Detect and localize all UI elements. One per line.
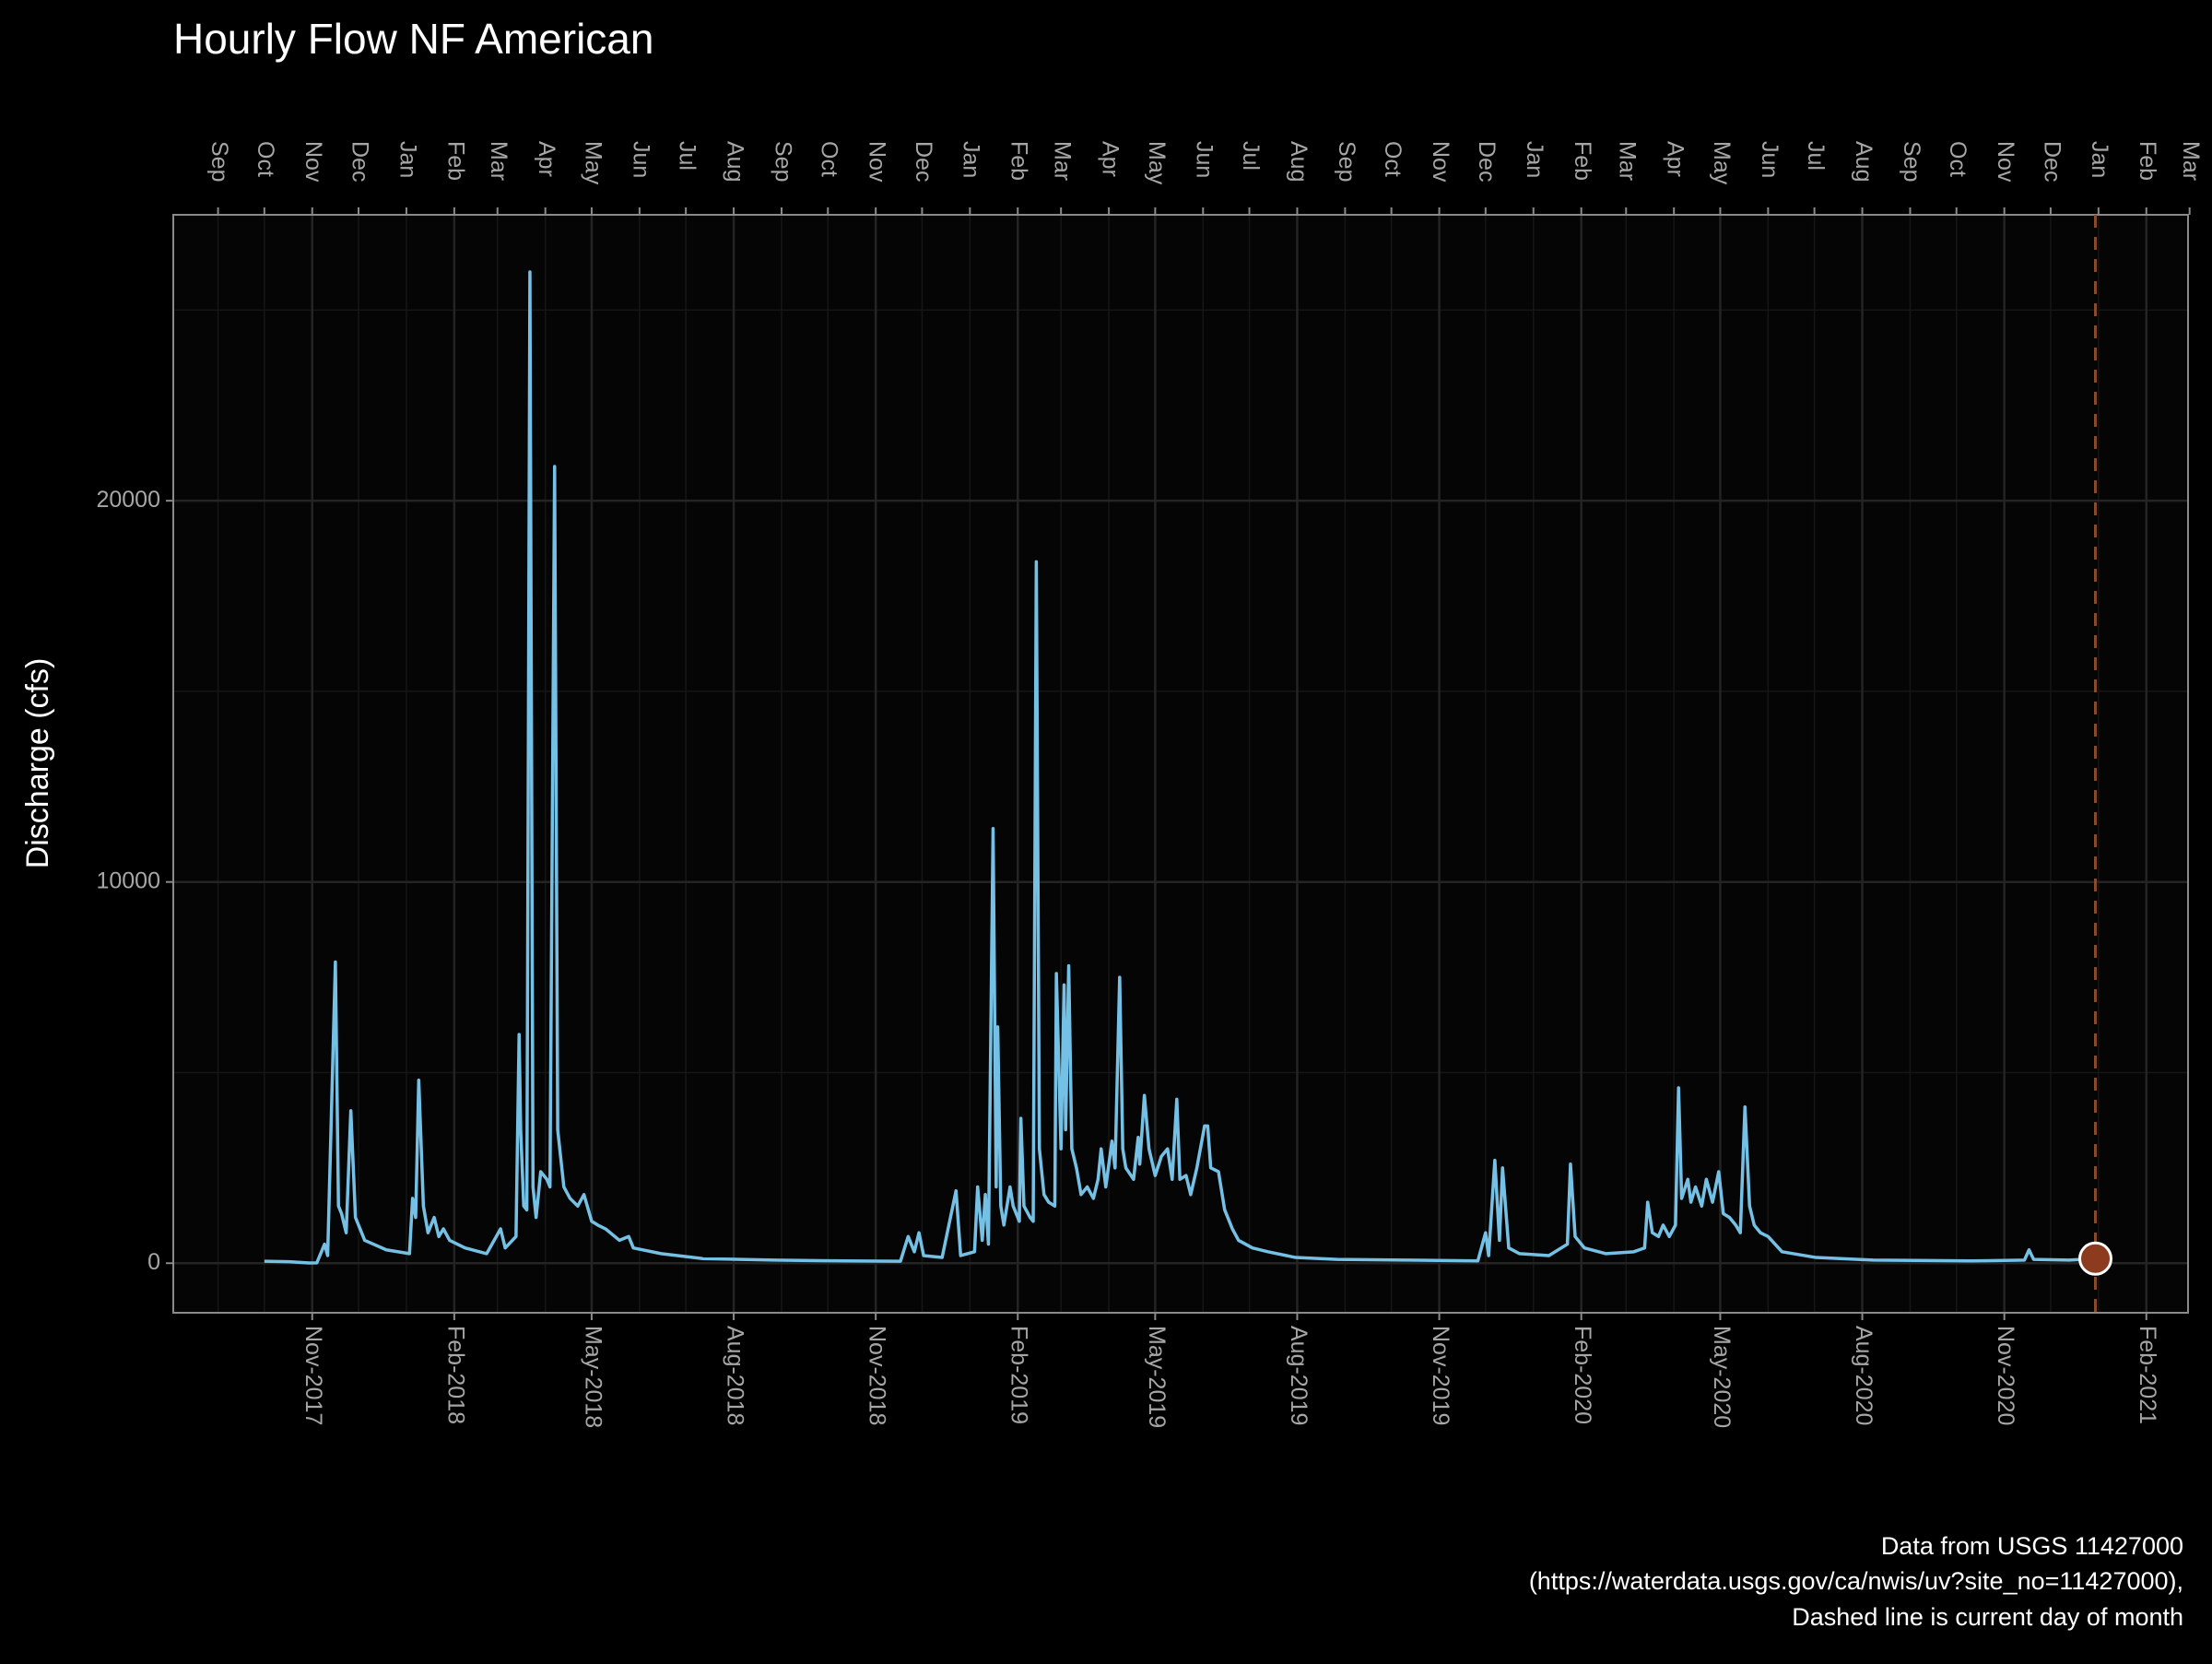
x2-tick-label: Feb <box>2135 141 2160 181</box>
caption: Dashed line is current day of month <box>1792 1603 2183 1631</box>
x2-tick-label: Feb <box>1006 141 1032 181</box>
x2-tick-label: Jul <box>1803 141 1829 171</box>
x2-tick-label: Mar <box>1050 141 1076 181</box>
x2-tick-label: Dec <box>1474 141 1500 182</box>
x-tick-label: Feb-2019 <box>1006 1326 1032 1424</box>
x2-tick-label: Aug <box>722 141 747 182</box>
x-tick-label: May-2020 <box>1709 1326 1735 1428</box>
x2-tick-label: Sep <box>1334 141 1359 182</box>
x2-tick-label: Nov <box>865 141 890 183</box>
x2-tick-label: Aug <box>1286 141 1312 182</box>
x2-tick-label: Jan <box>1522 141 1547 178</box>
x2-tick-label: Apr <box>1097 141 1123 177</box>
current-point <box>2077 1241 2112 1276</box>
x2-tick-label: Oct <box>253 141 278 177</box>
x2-tick-label: Mar <box>486 141 512 181</box>
x2-tick-label: Dec <box>911 141 936 182</box>
x2-tick-label: Sep <box>770 141 795 182</box>
x2-tick-label: Jun <box>1192 141 1218 178</box>
caption: (https://waterdata.usgs.gov/ca/nwis/uv?s… <box>1529 1567 2183 1595</box>
x2-tick-label: Jan <box>959 141 984 178</box>
y-tick-label: 20000 <box>96 487 160 513</box>
x2-tick-label: Feb <box>1570 141 1595 181</box>
x-tick-label: Nov-2019 <box>1428 1326 1453 1425</box>
caption: Data from USGS 11427000 <box>1881 1532 2183 1560</box>
x-tick-label: Aug-2020 <box>1851 1326 1877 1425</box>
x2-tick-label: May <box>580 141 606 185</box>
x2-tick-label: Nov <box>300 141 326 183</box>
x2-tick-label: Jan <box>394 141 420 178</box>
x2-tick-label: Sep <box>1899 141 1924 182</box>
x2-tick-label: Mar <box>2178 141 2204 181</box>
panel <box>173 215 2188 1313</box>
x2-tick-label: Apr <box>534 141 559 177</box>
x2-tick-label: Dec <box>347 141 372 182</box>
x-tick-label: May-2019 <box>1144 1326 1170 1428</box>
x-tick-label: Aug-2019 <box>1286 1326 1312 1425</box>
y-tick-label: 0 <box>147 1249 160 1275</box>
x2-tick-label: Jul <box>675 141 700 171</box>
x-tick-label: Feb-2021 <box>2135 1326 2160 1424</box>
x2-tick-label: Oct <box>1945 141 1971 177</box>
x2-tick-label: Apr <box>1663 141 1688 177</box>
x-tick-label: May-2018 <box>580 1326 606 1428</box>
x2-tick-label: Oct <box>817 141 842 177</box>
x2-tick-label: Sep <box>206 141 232 182</box>
x2-tick-label: Nov <box>1428 141 1453 183</box>
x2-tick-label: May <box>1709 141 1735 185</box>
chart-title: Hourly Flow NF American <box>173 15 653 63</box>
x2-tick-label: Dec <box>2039 141 2065 182</box>
x2-tick-label: Jan <box>2087 141 2112 178</box>
panel-border <box>172 214 2189 1314</box>
flow-line <box>264 270 2096 1265</box>
y-tick-label: 10000 <box>96 867 160 893</box>
x-tick-label: Feb-2020 <box>1570 1326 1595 1424</box>
x2-tick-label: Jun <box>1757 141 1783 178</box>
x2-tick-label: May <box>1144 141 1170 185</box>
x2-tick-label: Mar <box>1615 141 1641 181</box>
x2-tick-label: Jul <box>1238 141 1264 171</box>
x2-tick-label: Aug <box>1851 141 1877 182</box>
x2-tick-label: Jun <box>628 141 653 178</box>
x-tick-label: Nov-2017 <box>300 1326 326 1425</box>
x2-tick-label: Oct <box>1380 141 1406 177</box>
x-tick-label: Aug-2018 <box>722 1326 747 1425</box>
x-tick-label: Nov-2018 <box>865 1326 890 1425</box>
x-tick-label: Nov-2020 <box>1993 1326 2018 1425</box>
x2-tick-label: Nov <box>1993 141 2018 183</box>
x2-tick-label: Feb <box>442 141 468 181</box>
y-axis-title: Discharge (cfs) <box>20 658 55 869</box>
x-tick-label: Feb-2018 <box>442 1326 468 1424</box>
